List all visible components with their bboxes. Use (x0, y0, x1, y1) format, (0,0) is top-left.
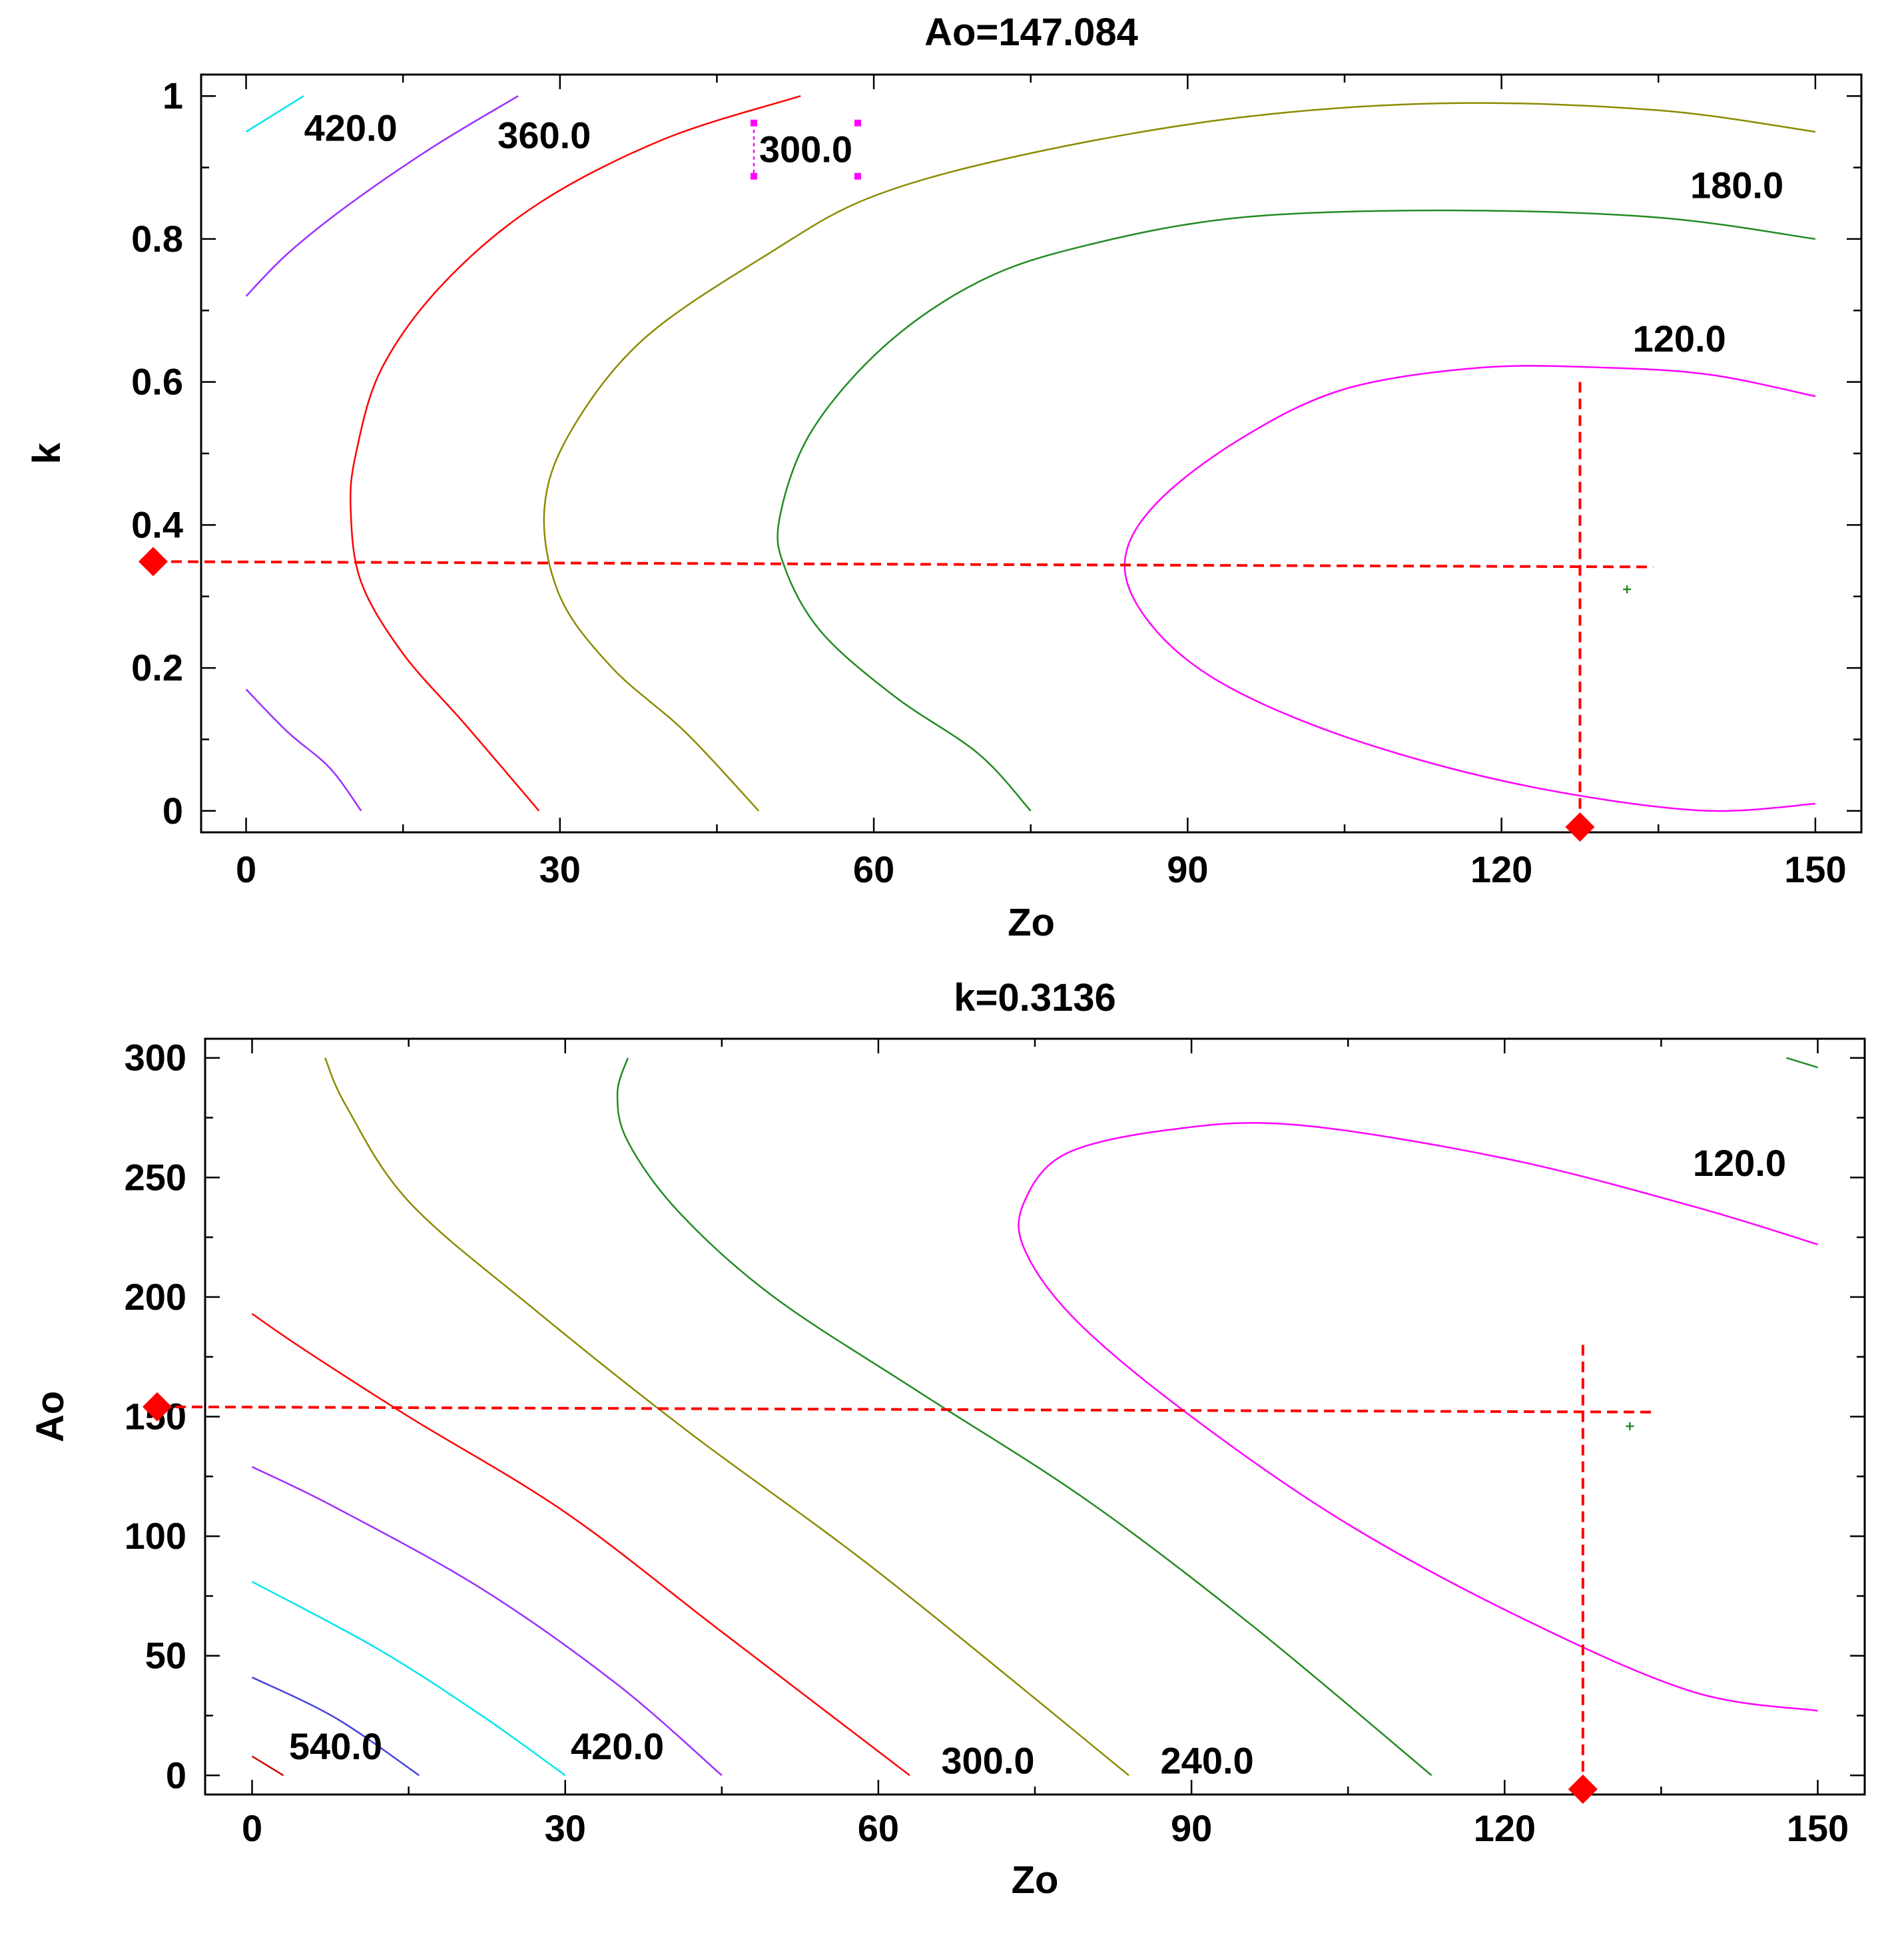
plot-frame (200, 73, 1863, 834)
contour-line-300.0 (324, 1057, 1129, 1777)
contour-label[interactable]: 420.0 (304, 107, 398, 149)
plot-frame (204, 1037, 1866, 1796)
y-tick-label: 200 (125, 1276, 186, 1318)
contour-label[interactable]: 120.0 (1633, 318, 1726, 360)
contour-line-540.0 (251, 1676, 420, 1777)
contour-label[interactable]: 420.0 (571, 1725, 664, 1767)
optimum-crosshair-horizontal (154, 560, 1654, 569)
chart-panel-2: 0306090120150050100150200250300k=0.3136Z… (29, 976, 1866, 1902)
chart-title: k=0.3136 (954, 976, 1116, 1019)
y-tick-label: 250 (125, 1156, 186, 1198)
contour-label[interactable]: 300.0 (759, 129, 852, 170)
chart-title: Ao=147.084 (924, 11, 1138, 54)
contour-line-600.0 (251, 1755, 284, 1777)
y-tick-label: 50 (145, 1635, 186, 1677)
contour-line-360.0 (245, 95, 519, 297)
y-tick-label: 100 (125, 1515, 186, 1557)
contour-line-240.0 (543, 102, 1816, 812)
x-tick-label: 90 (1171, 1807, 1212, 1849)
selection-handle[interactable] (854, 119, 861, 127)
x-tick-label: 30 (539, 848, 581, 890)
y-tick-label: 0 (166, 1754, 186, 1796)
x-tick-label: 150 (1784, 848, 1846, 890)
y-axis-label: k (25, 442, 69, 464)
contour-line-300.0 (349, 95, 801, 812)
x-tick-label: 90 (1167, 848, 1208, 890)
y-tick-label: 0 (162, 790, 183, 832)
optimum-marker-y-axis[interactable] (143, 1392, 172, 1422)
chart-panel-1: 0 30 60 90 120 150 0 0.2 0.4 0.6 0.8 1 Ao=147.084 Zo k… (25, 11, 1863, 944)
contour-line-180.0 (777, 209, 1816, 812)
contour-label[interactable]: 180.0 (1690, 164, 1783, 206)
contour-label[interactable]: 300.0 (941, 1740, 1034, 1782)
contour-line-420.0 (245, 95, 304, 133)
y-tick-label: 0.2 (131, 647, 183, 689)
x-tick-label: 60 (853, 848, 894, 890)
contour-line-480.0 (251, 1581, 566, 1777)
optimum-marker-y-axis[interactable] (139, 547, 168, 577)
y-tick-label: 0.8 (131, 218, 183, 260)
contour-line-120.0 (1786, 1057, 1818, 1069)
optimum-marker-x-axis[interactable] (1565, 812, 1595, 842)
x-tick-label: 0 (236, 848, 256, 890)
x-tick-label: 150 (1787, 1807, 1849, 1849)
y-axis-label: Ao (29, 1391, 72, 1442)
contour-line-360.0 (245, 689, 362, 812)
contour-label[interactable]: 240.0 (1161, 1740, 1254, 1782)
x-tick-label: 30 (545, 1807, 586, 1849)
contour-label[interactable]: 360.0 (497, 114, 591, 156)
contour-line-420.0 (251, 1466, 723, 1777)
selection-handle[interactable] (750, 172, 757, 180)
contour-line-120.0 (1018, 1122, 1818, 1712)
contour-label[interactable]: 120.0 (1693, 1142, 1786, 1184)
contour-line-120.0 (1123, 365, 1816, 812)
contour-line-360.0 (251, 1313, 910, 1777)
data-point-marker (1626, 1422, 1634, 1430)
x-axis-label: Zo (1012, 1858, 1059, 1902)
y-tick-label: 0.6 (131, 361, 183, 403)
y-tick-label: 1 (162, 75, 183, 117)
x-tick-label: 0 (242, 1807, 262, 1849)
x-tick-label: 120 (1470, 848, 1532, 890)
x-tick-label: 120 (1474, 1807, 1536, 1849)
selection-handle[interactable] (854, 172, 861, 180)
optimum-marker-x-axis[interactable] (1568, 1775, 1598, 1804)
y-tick-label: 300 (125, 1037, 186, 1079)
data-point-marker (1623, 585, 1632, 593)
x-axis-label: Zo (1008, 901, 1055, 944)
y-tick-label: 0.4 (131, 503, 183, 545)
contour-line-240.0 (616, 1057, 1432, 1777)
x-tick-label: 60 (858, 1807, 899, 1849)
contour-label[interactable]: 540.0 (289, 1725, 382, 1767)
